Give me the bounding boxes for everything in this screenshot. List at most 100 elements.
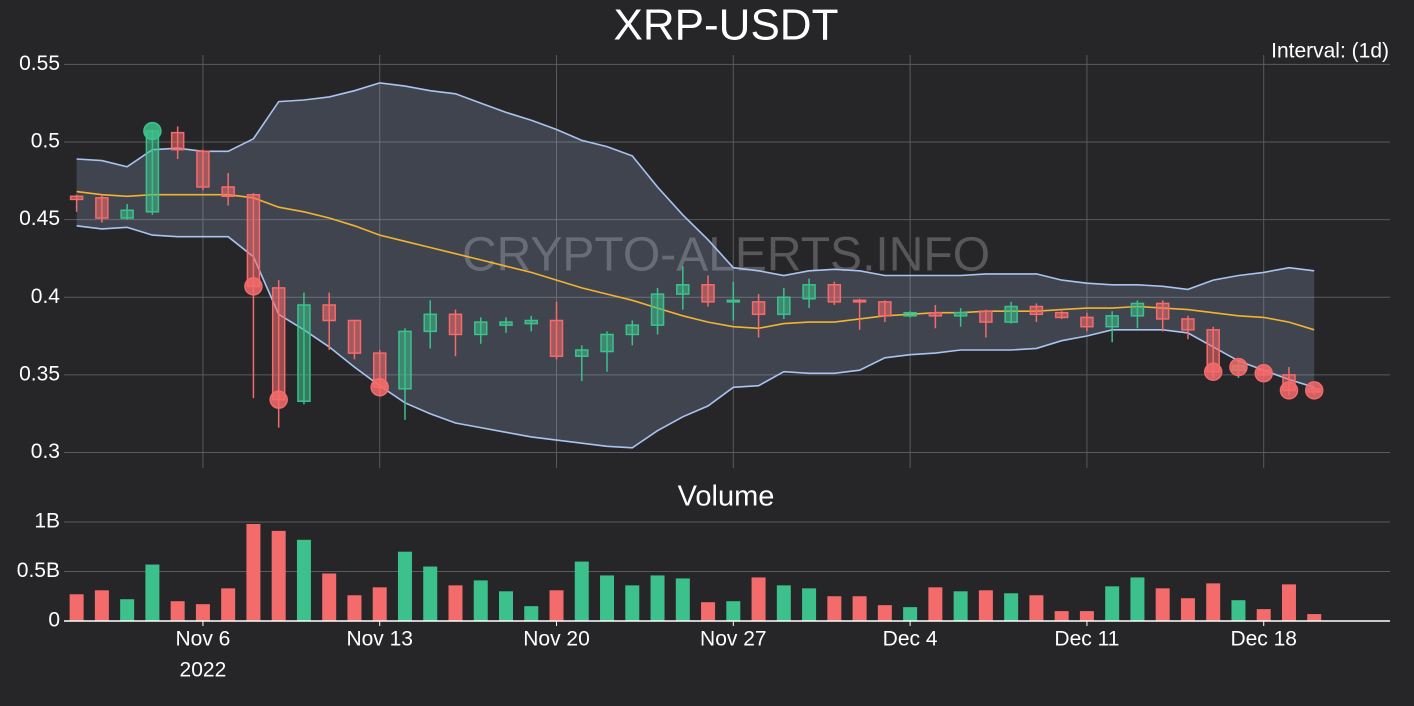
- volume-bar: [69, 594, 84, 621]
- volume-bar: [347, 595, 362, 621]
- volume-bar: [1054, 611, 1069, 621]
- candle-body: [322, 304, 336, 322]
- y-tick-label: 0: [48, 609, 60, 632]
- x-tick-label: Nov 13: [346, 628, 413, 651]
- signal-marker: [269, 390, 288, 409]
- volume-bar: [1281, 584, 1296, 621]
- volume-bar: [928, 587, 943, 621]
- volume-bar: [1180, 598, 1195, 621]
- volume-bar: [1155, 588, 1170, 621]
- candle-body: [1155, 302, 1170, 320]
- volume-bar: [675, 578, 690, 621]
- volume-bar: [1079, 611, 1094, 621]
- candle-body: [1054, 311, 1069, 319]
- y-tick-label: 0.45: [19, 207, 60, 230]
- candle-body: [95, 197, 109, 219]
- volume-bar: [271, 530, 286, 621]
- candle-body: [448, 313, 463, 336]
- volume-bar: [170, 601, 185, 621]
- signal-marker: [1279, 381, 1299, 400]
- candle-body: [953, 311, 968, 317]
- volume-bar: [625, 585, 640, 621]
- x-tick-label: Nov 6: [175, 628, 230, 651]
- candle-body: [600, 333, 614, 353]
- y-tick-label: 1B: [34, 510, 60, 533]
- volume-bar: [1231, 600, 1246, 621]
- volume-bar: [852, 596, 867, 621]
- volume-bar: [372, 587, 387, 621]
- signal-marker: [244, 277, 263, 296]
- candle-body: [1181, 318, 1195, 331]
- volume-bar: [322, 573, 337, 621]
- y-tick-label: 0.3: [31, 440, 60, 463]
- candle-body: [1004, 305, 1018, 323]
- candle-body: [928, 311, 943, 317]
- candle-body: [170, 131, 185, 151]
- candle-body: [473, 321, 488, 336]
- signal-marker: [1304, 381, 1324, 400]
- volume-bar: [499, 591, 513, 621]
- x-tick-label: Nov 27: [700, 628, 767, 651]
- volume-bar: [1256, 609, 1271, 621]
- candle-body: [271, 287, 286, 401]
- x-tick-label: Dec 4: [883, 628, 938, 651]
- interval-label: Interval: (1d): [1271, 40, 1389, 63]
- candle-body: [1080, 316, 1094, 328]
- candle-body: [1130, 302, 1145, 317]
- candle-body: [852, 299, 867, 303]
- candle-body: [878, 301, 892, 317]
- candle-body: [69, 195, 84, 201]
- volume-bar: [751, 577, 766, 621]
- candle-body: [145, 130, 160, 213]
- signal-marker: [143, 121, 162, 141]
- candle-body: [726, 299, 741, 303]
- y-tick-label: 0.5: [31, 129, 60, 152]
- volume-bar: [877, 605, 892, 621]
- volume-bar: [524, 606, 539, 621]
- volume-bar: [296, 539, 311, 621]
- x-tick-label: Nov 20: [523, 628, 590, 651]
- volume-bar: [978, 590, 993, 621]
- volume-bar: [776, 585, 791, 621]
- volume-bar: [1307, 614, 1322, 621]
- candle-body: [196, 150, 210, 188]
- candle-body: [297, 304, 311, 402]
- volume-bar: [802, 588, 817, 621]
- candle-body: [120, 209, 134, 219]
- candle-body: [751, 301, 766, 316]
- y-tick-label: 0.4: [31, 285, 61, 308]
- volume-bar: [903, 607, 918, 621]
- candle-body: [676, 284, 690, 295]
- y-tick-label: 0.5B: [17, 559, 60, 582]
- chart-title: XRP-USDT: [614, 1, 839, 50]
- candle-body: [701, 284, 715, 303]
- signal-marker: [1203, 362, 1223, 381]
- candle-body: [1105, 315, 1119, 328]
- signal-marker: [1254, 364, 1273, 383]
- volume-title: Volume: [678, 481, 775, 513]
- candle-body: [246, 193, 261, 288]
- band-upper: [76, 82, 1315, 291]
- candle-body: [777, 296, 791, 316]
- volume-bar: [574, 561, 589, 621]
- candle-body: [221, 186, 235, 198]
- volume-bar: [195, 604, 210, 621]
- volume-bar: [423, 566, 438, 621]
- candle-body: [802, 284, 816, 300]
- volume-bar: [448, 585, 463, 621]
- y-tick-label: 0.55: [19, 52, 60, 75]
- volume-bar: [650, 575, 665, 621]
- candle-body: [347, 319, 362, 354]
- candle-body: [650, 293, 665, 326]
- volume-bar: [1206, 583, 1221, 621]
- volume-bar: [473, 580, 488, 621]
- candle-body: [499, 321, 513, 326]
- candle-body: [575, 349, 589, 357]
- volume-bar: [1004, 593, 1019, 621]
- band-fill: [76, 82, 1315, 448]
- volume-bar: [120, 599, 135, 621]
- candle-body: [524, 319, 539, 325]
- x-tick-label: Dec 18: [1230, 628, 1297, 651]
